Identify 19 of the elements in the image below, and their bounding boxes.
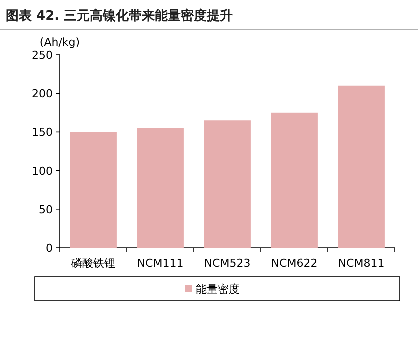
y-tick-label: 250	[32, 49, 53, 62]
y-tick-label: 200	[32, 88, 53, 101]
x-tick-label: NCM111	[137, 257, 184, 270]
bar	[338, 86, 385, 248]
x-tick-label: 磷酸铁锂	[70, 257, 116, 270]
y-tick-label: 50	[39, 203, 53, 216]
y-tick-label: 0	[46, 242, 53, 255]
y-tick-label: 150	[32, 126, 53, 140]
chart-title: 图表 42. 三元高镍化带来能量密度提升	[6, 8, 234, 24]
x-tick-label: NCM622	[271, 257, 318, 270]
bar	[137, 128, 184, 248]
bar	[70, 132, 117, 248]
legend-label: 能量密度	[196, 283, 240, 296]
y-tick-label: 100	[32, 164, 53, 178]
x-tick-label: NCM811	[338, 257, 385, 270]
y-axis-title: (Ah/kg)	[40, 36, 80, 49]
x-tick-label: NCM523	[204, 257, 251, 270]
bar	[204, 120, 251, 248]
bar	[271, 112, 318, 248]
